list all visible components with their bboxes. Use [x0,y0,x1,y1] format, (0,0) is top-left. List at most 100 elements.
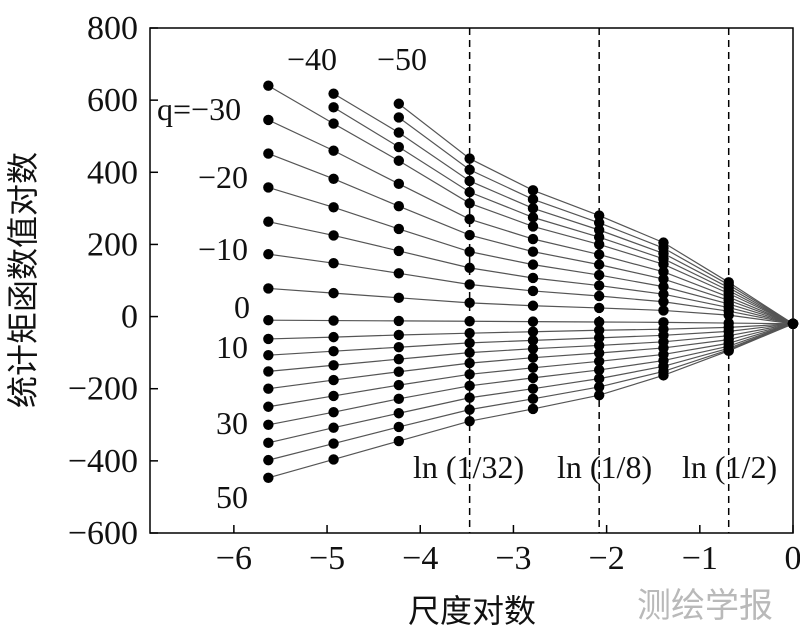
data-point [328,360,339,371]
data-point [328,145,339,156]
data-point [658,273,669,285]
data-point [393,127,405,138]
data-point [328,102,339,113]
data-point [263,333,274,345]
data-point [393,366,405,377]
y-tick-label: 0 [121,299,138,336]
data-point [393,353,405,365]
ref-label-ln-1-32: ln (1/32) [413,449,524,485]
y-tick-label: −600 [68,515,138,552]
data-point [263,383,274,394]
data-point [527,362,539,373]
data-point [393,315,405,327]
data-point [464,297,475,309]
series-label-neg20: −20 [198,159,248,195]
series-label-30: 30 [216,405,248,441]
data-point [464,369,475,380]
data-point [393,329,405,341]
data-point [263,454,274,466]
data-point [527,300,539,311]
data-point [593,217,605,228]
data-point [527,372,539,384]
data-point [658,305,669,316]
data-point [527,212,539,223]
data-point [527,335,539,346]
data-point [658,370,669,381]
data-point [593,232,605,243]
data-point [393,292,405,304]
data-point [328,315,339,326]
data-point [658,296,669,307]
data-point [263,216,274,227]
data-point [328,454,339,465]
ref-label-ln-1-2: ln (1/2) [682,449,777,485]
data-point [393,408,405,419]
data-point [593,239,605,250]
data-point [393,223,405,235]
x-tick-label: −1 [682,540,718,577]
data-point [527,194,539,205]
data-point [328,390,339,402]
data-point [263,80,274,91]
data-point [464,262,475,274]
data-point [393,435,405,447]
data-point [263,248,274,260]
data-point [464,279,475,290]
data-point [263,472,274,484]
data-point [464,246,475,257]
data-point [263,283,274,294]
data-point [593,290,605,302]
data-point [328,230,339,241]
data-point [787,318,799,329]
data-point [527,185,539,196]
data-point [464,316,475,327]
data-point [393,200,405,212]
watermark: 测绘学报 [637,586,773,626]
y-tick-label: 600 [87,82,138,119]
series-layer [263,80,799,484]
data-point [464,153,475,164]
data-point [527,285,539,297]
data-point [263,148,274,159]
y-axis-title: 统计矩函数值对数 [4,152,42,408]
x-tick-label: −3 [495,540,531,577]
data-point [263,419,274,430]
data-point [658,259,669,270]
x-tick-label: −5 [309,540,345,577]
data-point [527,383,539,394]
data-point [393,112,405,123]
series-label-50: 50 [216,479,248,515]
data-point [593,210,605,221]
data-point [527,203,539,214]
data-point [328,88,339,99]
data-point [593,249,605,260]
data-point [393,98,405,109]
data-point [527,403,539,415]
data-point [527,272,539,284]
x-tick-label: −4 [402,540,438,577]
data-point [593,390,605,401]
data-point [393,421,405,433]
data-point [464,175,475,187]
x-tick-label: 0 [785,540,800,577]
data-point [328,202,339,213]
data-point [393,155,405,166]
data-point [593,347,605,359]
data-point [464,186,475,198]
data-point [527,259,539,270]
data-point [393,178,405,190]
data-point [263,182,274,193]
data-point [328,422,339,433]
data-point [393,379,405,391]
series-label-0: 0 [234,289,250,325]
data-point [593,316,605,328]
data-point [393,393,405,405]
data-point [527,393,539,405]
series-label-neg50: −50 [377,41,427,77]
data-point [263,314,274,326]
y-tick-label: −400 [68,443,138,480]
data-point [658,289,669,300]
data-point [464,198,475,209]
data-point [393,342,405,353]
